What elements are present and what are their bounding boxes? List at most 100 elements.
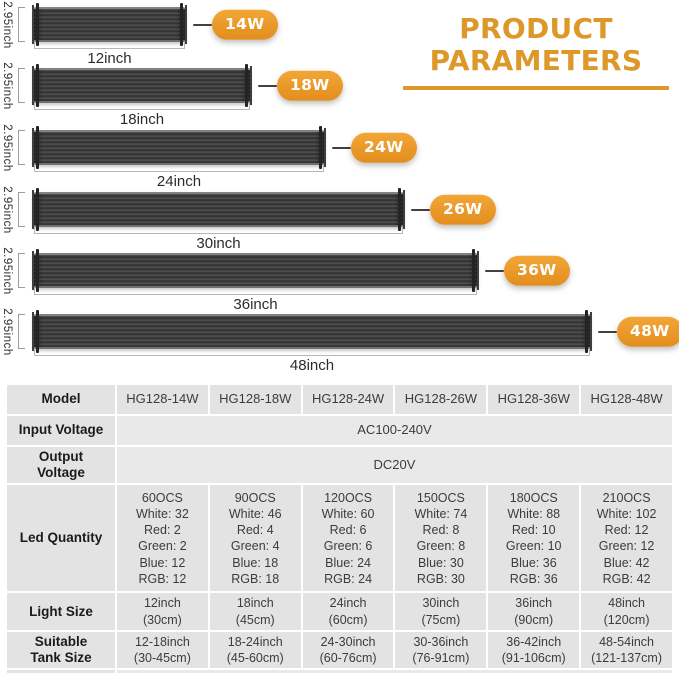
led-quantity-cell-4: 150OCS White: 74 Red: 8 Green: 8 Blue: 3… <box>395 485 487 592</box>
light-diagram-26w: 2.95inch 26W 30inch <box>0 186 679 252</box>
table-row-tank-size: Suitable Tank Size 12-18inch (30-45cm) 1… <box>7 631 672 669</box>
mount-bracket-right <box>180 3 189 46</box>
length-dimension-bracket <box>34 165 324 172</box>
model-cell-2: HG128-18W <box>209 385 301 414</box>
light-diagram-14w: 2.95inch 14W 12inch <box>0 1 679 67</box>
wattage-badge: 26W <box>430 194 496 225</box>
led-quantity-cell-1: 60OCS White: 32 Red: 2 Green: 2 Blue: 12… <box>117 485 208 592</box>
height-label: 2.95inch <box>1 61 13 110</box>
length-label: 12inch <box>87 50 132 67</box>
table-row-output-voltage: Output Voltage DC20V <box>7 447 672 484</box>
model-cell-5: HG128-36W <box>488 385 580 414</box>
led-quantity-cell-2: 90OCS White: 46 Red: 4 Green: 4 Blue: 18… <box>209 485 301 592</box>
height-label: 2.95inch <box>1 307 13 356</box>
length-label: 24inch <box>156 173 202 190</box>
mount-bracket-left <box>30 3 39 46</box>
mount-bracket-right <box>398 188 407 231</box>
tank-size-cell-6: 48-54inch (121-137cm) <box>581 631 672 669</box>
tank-size-cell-5: 36-42inch (91-106cm) <box>488 631 580 669</box>
page-title: PRODUCT PARAMETERS <box>403 12 669 91</box>
light-size-cell-4: 30inch (75cm) <box>395 593 487 630</box>
wattage-badge: 36W <box>504 255 570 286</box>
height-label: 2.95inch <box>1 246 13 295</box>
light-size-cell-2: 18inch (45cm) <box>209 593 301 630</box>
light-bar: 26W 30inch <box>33 188 496 252</box>
height-label: 2.95inch <box>1 185 13 234</box>
tank-size-cell-3: 24-30inch (60-76cm) <box>302 631 394 669</box>
light-size-cell-5: 36inch (90cm) <box>488 593 580 630</box>
length-label: 48inch <box>289 357 335 374</box>
length-dimension-bracket <box>34 288 477 295</box>
model-cell-3: HG128-24W <box>302 385 394 414</box>
table-row-led-quantity: Led Quantity 60OCS White: 32 Red: 2 Gree… <box>7 485 672 592</box>
led-quantity-cell-6: 210OCS White: 102 Red: 12 Green: 12 Blue… <box>581 485 672 592</box>
row-label-power-cord: Power Cord <box>7 670 115 673</box>
mount-bracket-left <box>30 126 39 169</box>
light-bar: 48W 48inch <box>33 310 679 374</box>
height-label: 2.95inch <box>1 0 13 49</box>
light-size-cell-3: 24inch (60cm) <box>302 593 394 630</box>
light-bar: 14W 12inch <box>33 3 278 67</box>
length-dimension-bracket <box>34 42 185 49</box>
table-row-light-size: Light Size 12inch (30cm) 18inch (45cm) 2… <box>7 593 672 630</box>
mount-bracket-left <box>30 249 39 292</box>
mount-bracket-right <box>585 310 594 353</box>
page-title-line2: PARAMETERS <box>429 44 643 78</box>
model-cell-1: HG128-14W <box>117 385 208 414</box>
row-label-input-voltage: Input Voltage <box>7 416 115 445</box>
light-diagram-24w: 2.95inch 24W 24inch <box>0 124 679 190</box>
light-bar: 36W 36inch <box>33 249 570 313</box>
wattage-badge: 18W <box>277 70 343 101</box>
height-label: 2.95inch <box>1 123 13 172</box>
tank-size-cell-4: 30-36inch (76-91cm) <box>395 631 487 669</box>
title-underline <box>403 86 669 91</box>
wattage-badge: 14W <box>212 9 278 40</box>
height-dimension-bracket <box>18 68 25 103</box>
tank-size-cell-2: 18-24inch (45-60cm) <box>209 631 301 669</box>
input-voltage-value: AC100-240V <box>117 416 672 445</box>
row-label-light-size: Light Size <box>7 593 115 630</box>
mount-bracket-right <box>319 126 328 169</box>
power-cord-line <box>598 330 617 333</box>
length-dimension-bracket <box>34 227 403 234</box>
length-label: 36inch <box>233 296 278 313</box>
led-quantity-cell-5: 180OCS White: 88 Red: 10 Green: 10 Blue:… <box>488 485 580 592</box>
model-cell-4: HG128-26W <box>395 385 487 414</box>
length-label: 18inch <box>119 111 165 128</box>
power-cord-line <box>332 146 351 149</box>
row-label-led-quantity: Led Quantity <box>7 485 115 592</box>
output-voltage-value: DC20V <box>117 447 672 484</box>
light-diagram-48w: 2.95inch 48W 48inch <box>0 308 679 374</box>
light-size-cell-1: 12inch (30cm) <box>117 593 208 630</box>
wattage-badge: 48W <box>617 316 679 347</box>
row-label-tank-size: Suitable Tank Size <box>7 631 115 669</box>
power-cord-value: 4.9+2.3ft(1.5+0.7m) <box>117 670 672 673</box>
model-cell-6: HG128-48W <box>581 385 672 414</box>
length-dimension-bracket <box>34 103 250 110</box>
spec-table-container: Model HG128-14W HG128-18W HG128-24W HG12… <box>5 383 674 673</box>
light-diagram-18w: 2.95inch 18W 18inch <box>0 62 679 128</box>
mount-bracket-right <box>472 249 481 292</box>
row-label-output-voltage: Output Voltage <box>7 447 115 484</box>
mount-bracket-left <box>30 310 39 353</box>
light-diagram-36w: 2.95inch 36W 36inch <box>0 247 679 313</box>
height-dimension-bracket <box>18 314 25 349</box>
height-dimension-bracket <box>18 192 25 227</box>
light-bar: 24W 24inch <box>33 126 417 190</box>
power-cord-line <box>411 208 430 211</box>
spec-table: Model HG128-14W HG128-18W HG128-24W HG12… <box>5 383 674 673</box>
mount-bracket-left <box>30 64 39 107</box>
light-bar: 18W 18inch <box>33 64 343 128</box>
power-cord-line <box>193 23 212 26</box>
mount-bracket-left <box>30 188 39 231</box>
page-title-line1: PRODUCT <box>459 12 613 45</box>
height-dimension-bracket <box>18 7 25 42</box>
table-row-model: Model HG128-14W HG128-18W HG128-24W HG12… <box>7 385 672 414</box>
length-dimension-bracket <box>34 349 590 356</box>
row-label-model: Model <box>7 385 115 414</box>
mount-bracket-right <box>245 64 254 107</box>
tank-size-cell-1: 12-18inch (30-45cm) <box>117 631 208 669</box>
power-cord-line <box>258 84 277 87</box>
table-row-power-cord: Power Cord 4.9+2.3ft(1.5+0.7m) <box>7 670 672 673</box>
